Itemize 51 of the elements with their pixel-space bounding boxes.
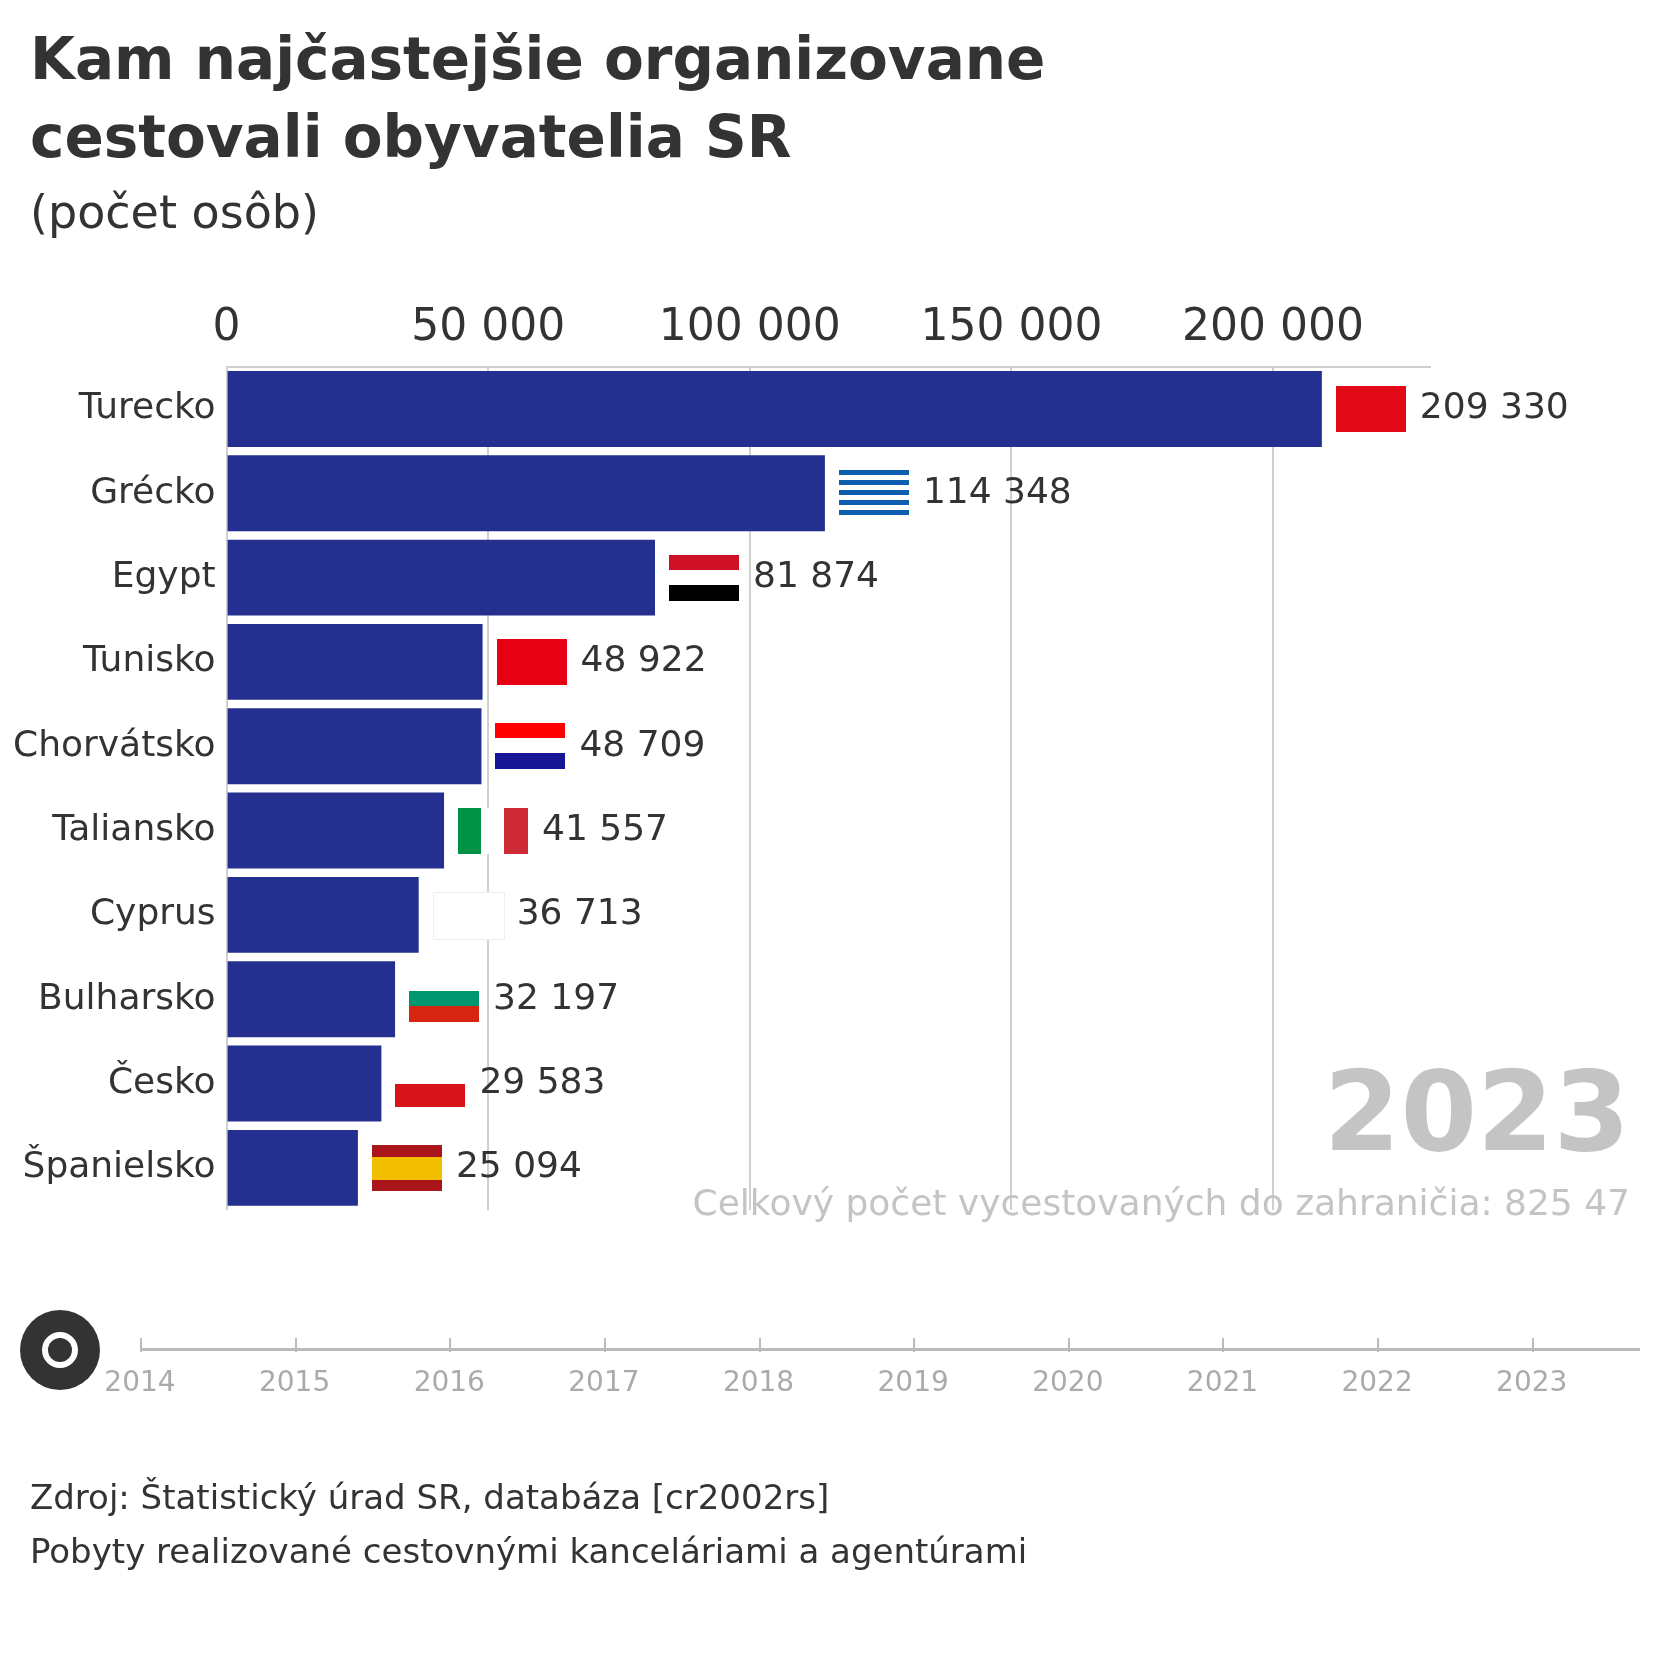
text: 2021 bbox=[1186, 1365, 1259, 1398]
annotation: Celkový počet vycestovaných do zahraničia: 825 47 bbox=[692, 1182, 1630, 1223]
text: Zdroj: Štatistický úrad SR, databáza [cr2002rs] bbox=[30, 1476, 831, 1519]
data-label: 48 709 bbox=[579, 722, 706, 764]
text: 2020 bbox=[1032, 1365, 1104, 1398]
data-label: 29 583 bbox=[479, 1059, 606, 1101]
bar bbox=[227, 1045, 382, 1122]
chart-subtitle: (počet osôb) bbox=[30, 185, 319, 239]
text: 2023 bbox=[1496, 1365, 1568, 1398]
y-tick-label: Česko bbox=[107, 1059, 216, 1101]
x-tick-label: 50 000 bbox=[411, 298, 566, 350]
text: 2014 bbox=[104, 1365, 176, 1398]
y-tick-label: Chorvátsko bbox=[13, 722, 216, 764]
data-label: 25 094 bbox=[455, 1144, 582, 1186]
text: 2016 bbox=[413, 1365, 485, 1398]
x-tick-label: 100 000 bbox=[658, 298, 841, 350]
y-tick-label: Tunisko bbox=[82, 638, 216, 680]
text: 2022 bbox=[1341, 1365, 1413, 1398]
data-label: 36 713 bbox=[516, 891, 643, 933]
text: 2015 bbox=[258, 1365, 331, 1398]
x-tick-label: 0 bbox=[212, 298, 241, 350]
text: 2018 bbox=[722, 1365, 795, 1398]
data-label: 41 557 bbox=[542, 806, 669, 848]
data-label: 32 197 bbox=[493, 975, 620, 1017]
y-tick-label: Egypt bbox=[111, 553, 216, 595]
y-tick-label: Španielsko bbox=[22, 1144, 216, 1186]
data-label: 81 874 bbox=[752, 553, 879, 595]
bar bbox=[227, 1129, 358, 1206]
bar bbox=[227, 961, 396, 1038]
bar bbox=[227, 708, 482, 785]
y-tick-label: Turecko bbox=[77, 385, 216, 427]
annotation: 2023 bbox=[1323, 1048, 1630, 1176]
y-tick-label: Bulharsko bbox=[38, 975, 216, 1017]
chart-title: Kam najčastejšie organizovane cestovali obyvatelia SR bbox=[30, 24, 1047, 173]
y-tick-label: Grécko bbox=[90, 469, 216, 511]
data-label: 48 922 bbox=[580, 638, 707, 680]
data-label: 114 348 bbox=[922, 469, 1072, 511]
bar bbox=[227, 876, 419, 953]
text: 2019 bbox=[877, 1365, 949, 1398]
y-tick-label: Cyprus bbox=[89, 891, 216, 933]
bar bbox=[227, 539, 655, 616]
text: 2017 bbox=[568, 1365, 640, 1398]
x-tick-label: 150 000 bbox=[920, 298, 1103, 350]
x-tick-label: 200 000 bbox=[1182, 298, 1365, 350]
bar bbox=[227, 455, 825, 532]
y-tick-label: Taliansko bbox=[51, 806, 216, 848]
bar bbox=[227, 371, 1322, 447]
text: Pobyty realizované cestovnými kanceláriami a agentúrami bbox=[30, 1530, 1028, 1573]
data-label: 209 330 bbox=[1419, 385, 1569, 427]
bar bbox=[227, 792, 445, 869]
bar bbox=[227, 623, 483, 700]
